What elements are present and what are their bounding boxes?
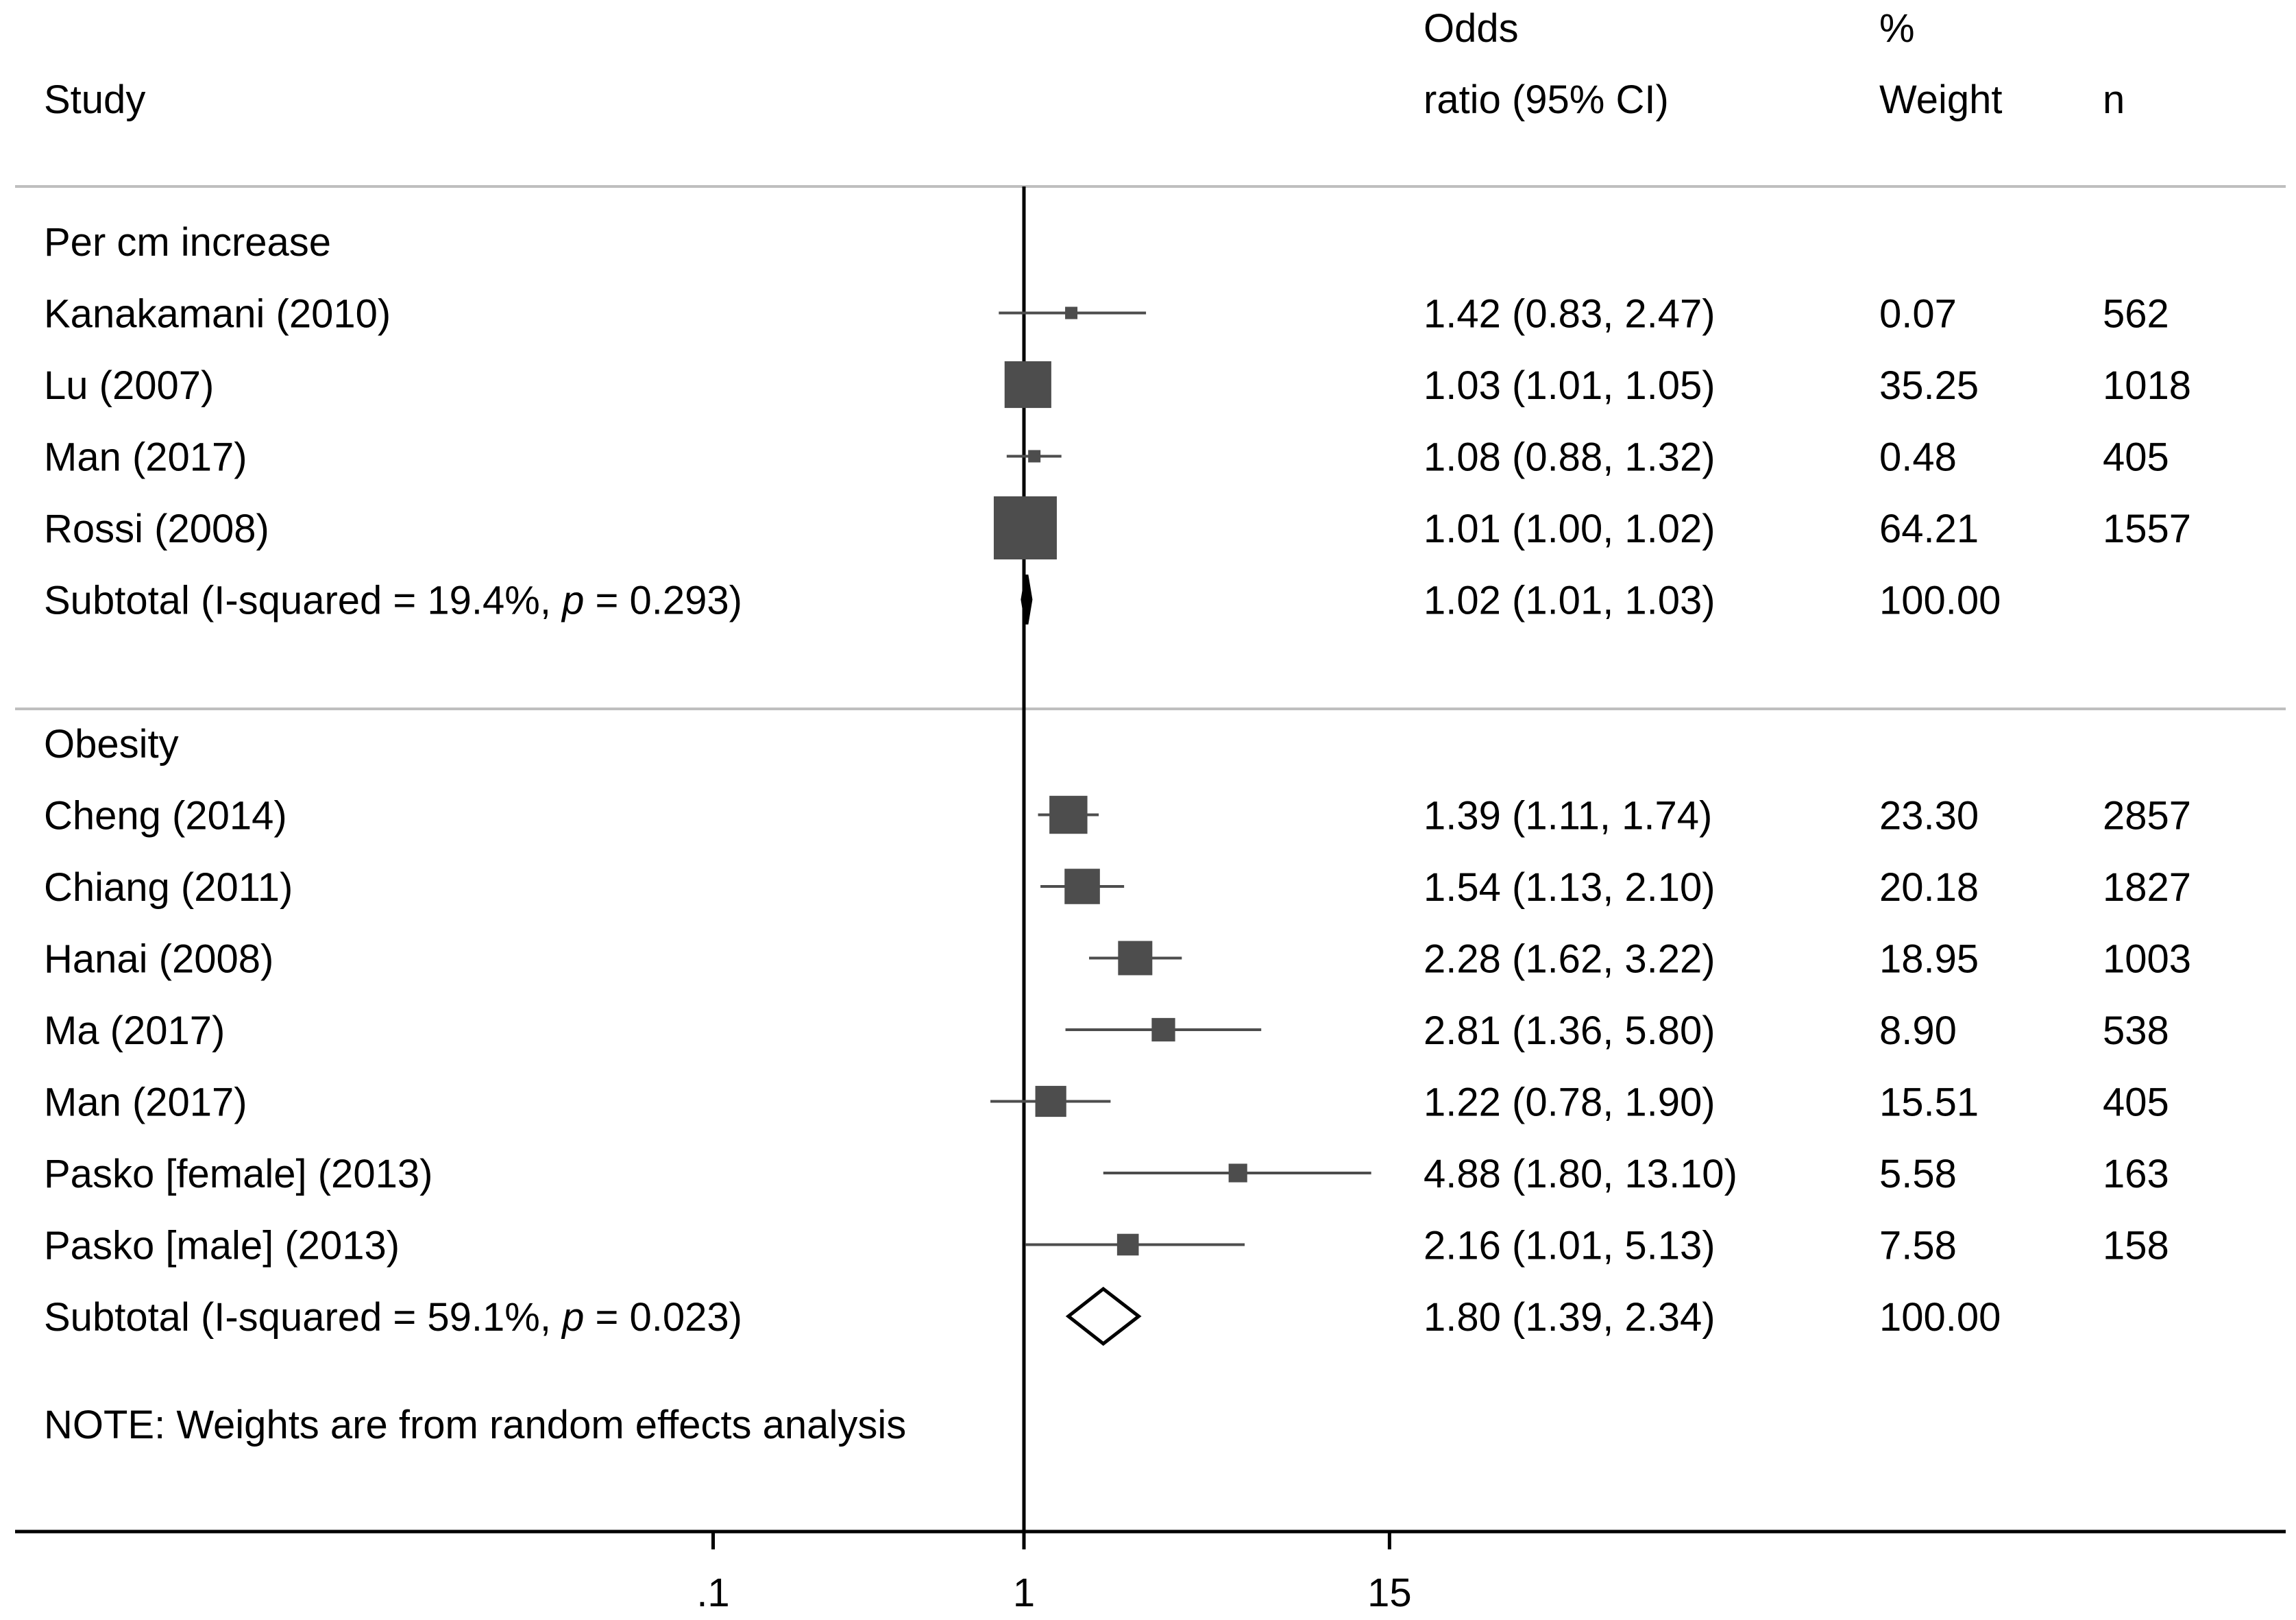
study-or-ci: 1.42 (0.83, 2.47) — [1424, 292, 1715, 337]
study-n: 1003 — [2103, 937, 2191, 982]
study-or-ci: 1.03 (1.01, 1.05) — [1424, 363, 1715, 408]
subtotal-weight: 100.00 — [1879, 579, 2001, 623]
study-marker — [1035, 1085, 1066, 1117]
study-name: Hanai (2008) — [44, 937, 273, 982]
study-marker — [1151, 1017, 1175, 1042]
study-name: Ma (2017) — [44, 1008, 225, 1053]
study-weight: 7.58 — [1879, 1224, 1957, 1268]
study-name: Chiang (2011) — [44, 865, 293, 910]
header-n: n — [2103, 77, 2125, 122]
study-n: 1827 — [2103, 865, 2191, 910]
study-weight: 8.90 — [1879, 1008, 1957, 1053]
study-marker — [1049, 795, 1088, 834]
group-label: Obesity — [44, 722, 179, 766]
study-n: 562 — [2103, 292, 2169, 337]
study-marker — [1064, 869, 1100, 904]
study-name: Man (2017) — [44, 1080, 247, 1125]
study-weight: 35.25 — [1879, 363, 1979, 408]
study-n: 158 — [2103, 1224, 2169, 1268]
study-or-ci: 1.39 (1.11, 1.74) — [1424, 794, 1712, 838]
header-weight: Weight — [1879, 77, 2002, 122]
header-ratio-ci: ratio (95% CI) — [1424, 77, 1669, 122]
study-n: 1557 — [2103, 507, 2191, 551]
study-or-ci: 1.01 (1.00, 1.02) — [1424, 507, 1715, 551]
x-axis-tick-label: 15 — [1367, 1571, 1412, 1615]
study-or-ci: 1.22 (0.78, 1.90) — [1424, 1080, 1715, 1125]
subtotal-label: Subtotal (I-squared = 19.4%, p = 0.293) — [44, 579, 742, 623]
study-or-ci: 2.28 (1.62, 3.22) — [1424, 937, 1715, 982]
study-weight: 15.51 — [1879, 1080, 1979, 1125]
study-name: Lu (2007) — [44, 363, 214, 408]
header-study: Study — [44, 77, 145, 122]
footnote: NOTE: Weights are from random effects an… — [44, 1403, 906, 1447]
group-label: Per cm increase — [44, 220, 331, 265]
study-name: Rossi (2008) — [44, 507, 269, 551]
x-axis-tick-label: .1 — [696, 1571, 729, 1615]
study-marker — [1116, 1233, 1139, 1256]
study-marker — [1228, 1163, 1247, 1183]
study-name: Pasko [male] (2013) — [44, 1224, 400, 1268]
study-weight: 5.58 — [1879, 1152, 1957, 1196]
study-n: 405 — [2103, 435, 2169, 480]
study-or-ci: 1.08 (0.88, 1.32) — [1424, 435, 1715, 480]
subtotal-or-ci: 1.02 (1.01, 1.03) — [1424, 579, 1715, 623]
study-n: 2857 — [2103, 794, 2191, 838]
study-marker — [1065, 306, 1078, 319]
x-axis-tick-label: 1 — [1013, 1571, 1035, 1615]
study-n: 405 — [2103, 1080, 2169, 1125]
study-or-ci: 4.88 (1.80, 13.10) — [1424, 1152, 1737, 1196]
study-marker — [1118, 941, 1153, 976]
header-percent: % — [1879, 6, 1915, 51]
study-or-ci: 2.81 (1.36, 5.80) — [1424, 1008, 1715, 1053]
study-weight: 23.30 — [1879, 794, 1979, 838]
study-marker — [1028, 450, 1041, 463]
study-weight: 18.95 — [1879, 937, 1979, 982]
study-weight: 20.18 — [1879, 865, 1979, 910]
study-name: Cheng (2014) — [44, 794, 287, 838]
subtotal-or-ci: 1.80 (1.39, 2.34) — [1424, 1295, 1715, 1340]
subtotal-label: Subtotal (I-squared = 59.1%, p = 0.023) — [44, 1295, 742, 1340]
subtotal-diamond — [1021, 575, 1033, 625]
subtotal-diamond — [1065, 1286, 1142, 1346]
subtotal-weight: 100.00 — [1879, 1295, 2001, 1340]
study-name: Man (2017) — [44, 435, 247, 480]
study-or-ci: 2.16 (1.01, 5.13) — [1424, 1224, 1715, 1268]
study-marker — [1004, 361, 1051, 409]
study-n: 163 — [2103, 1152, 2169, 1196]
study-n: 538 — [2103, 1008, 2169, 1053]
study-weight: 0.07 — [1879, 292, 1957, 337]
study-name: Pasko [female] (2013) — [44, 1152, 432, 1196]
header-odds: Odds — [1424, 6, 1519, 51]
study-n: 1018 — [2103, 363, 2191, 408]
study-weight: 0.48 — [1879, 435, 1957, 480]
study-name: Kanakamani (2010) — [44, 292, 391, 337]
study-weight: 64.21 — [1879, 507, 1979, 551]
study-or-ci: 1.54 (1.13, 2.10) — [1424, 865, 1715, 910]
study-marker — [993, 496, 1057, 559]
